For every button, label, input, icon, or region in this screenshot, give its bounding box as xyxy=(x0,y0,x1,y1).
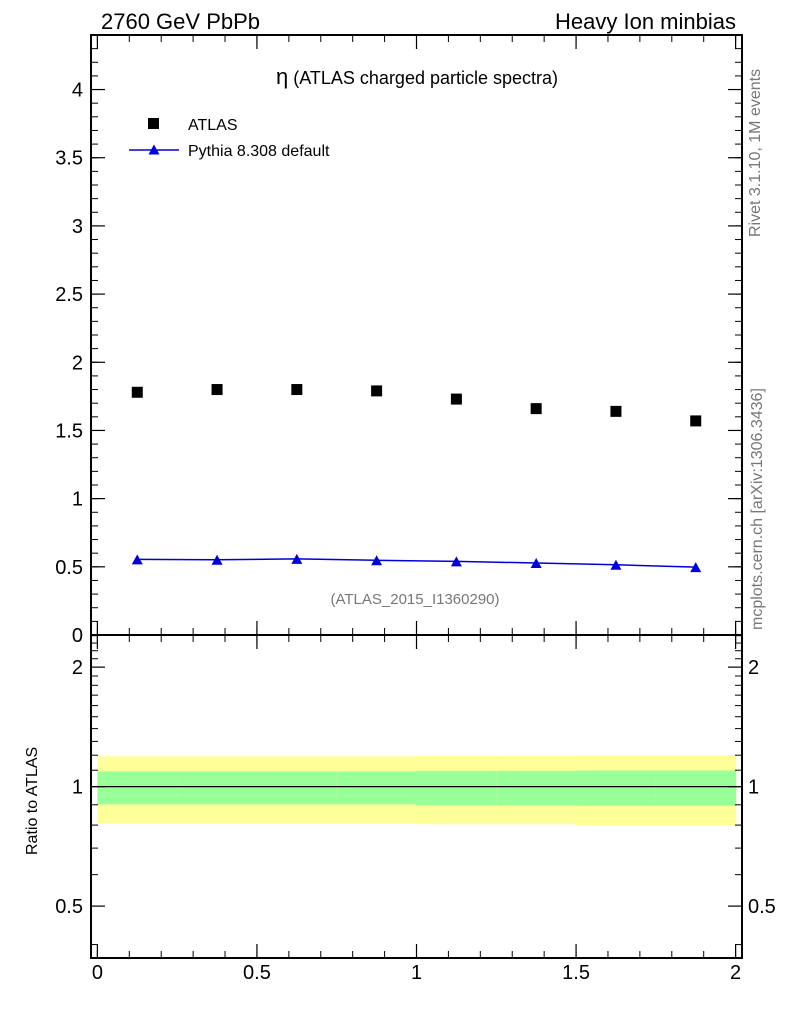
pythia-point xyxy=(211,554,223,565)
ratio-plot: 0.5 0.5 1 1 2 2 0 0.5 1 1.5 2 Ratio to ATLAS xyxy=(24,634,776,984)
pythia-point xyxy=(291,553,303,564)
x-tick-label: 0 xyxy=(92,962,103,984)
legend-label-pythia: Pythia 8.308 default xyxy=(188,143,330,160)
ratio-y-tick-label-right: 1 xyxy=(748,777,759,799)
legend-label-atlas: ATLAS xyxy=(188,117,238,134)
ratio-y-tick-label: 1 xyxy=(72,777,83,799)
ratio-y-tick-label-right: 0.5 xyxy=(748,896,776,918)
pythia-point xyxy=(131,554,143,565)
header-right: Heavy Ion minbias xyxy=(555,9,736,34)
ratio-band-inner xyxy=(655,770,737,806)
atlas-point xyxy=(211,384,223,396)
ratio-band-inner xyxy=(177,771,258,805)
ratio-band-inner xyxy=(576,770,657,806)
y-tick-label: 4 xyxy=(72,80,83,102)
atlas-point xyxy=(610,405,622,417)
ratio-band-inner xyxy=(416,770,497,806)
y-tick-label: 2 xyxy=(72,352,83,374)
ratio-y-tick-label: 0.5 xyxy=(55,896,83,918)
pythia-point xyxy=(450,556,462,567)
pythia-point xyxy=(371,555,383,566)
y-tick-label: 0.5 xyxy=(55,557,83,579)
atlas-point xyxy=(690,415,702,427)
atlas-point xyxy=(131,386,143,398)
atlas-point xyxy=(450,393,462,405)
side-label-rivet: Rivet 3.1.10, 1M events xyxy=(747,69,764,237)
ratio-y-tick-label-right: 2 xyxy=(748,657,759,679)
legend-marker-atlas xyxy=(148,118,159,129)
ratio-y-tick-label: 2 xyxy=(72,657,83,679)
y-tick-label: 1 xyxy=(72,489,83,511)
y-tick-label: 2.5 xyxy=(55,284,83,306)
y-tick-label: 3.5 xyxy=(55,148,83,170)
ratio-ylabel: Ratio to ATLAS xyxy=(24,747,41,855)
atlas-point xyxy=(530,403,542,415)
ratio-band-inner xyxy=(256,771,338,805)
y-tick-label: 0 xyxy=(72,625,83,647)
x-tick-label: 1 xyxy=(411,962,422,984)
x-tick-label: 2 xyxy=(730,962,741,984)
legend: ATLAS Pythia 8.308 default xyxy=(129,117,330,160)
header-left: 2760 GeV PbPb xyxy=(101,9,260,34)
y-tick-label: 3 xyxy=(72,216,83,238)
x-tick-label: 1.5 xyxy=(562,962,590,984)
main-plot: η (ATLAS charged particle spectra) (ATLA… xyxy=(55,34,743,647)
ratio-band-inner xyxy=(97,771,178,805)
ratio-band-inner xyxy=(336,771,418,805)
plot-title: η (ATLAS charged particle spectra) xyxy=(276,64,558,89)
ratio-band-inner xyxy=(496,770,577,806)
legend-marker-pythia xyxy=(148,144,160,155)
y-tick-label: 1.5 xyxy=(55,420,83,442)
atlas-point xyxy=(371,385,383,397)
x-tick-label: 0.5 xyxy=(243,962,271,984)
pythia-point xyxy=(610,559,622,570)
atlas-point xyxy=(291,384,303,396)
pythia-point xyxy=(530,558,542,568)
analysis-label: (ATLAS_2015_I1360290) xyxy=(330,591,499,608)
pythia-line xyxy=(137,558,696,568)
pythia-point xyxy=(690,562,702,573)
side-label-mcplots: mcplots.cern.ch [arXiv:1306.3436] xyxy=(749,388,766,630)
